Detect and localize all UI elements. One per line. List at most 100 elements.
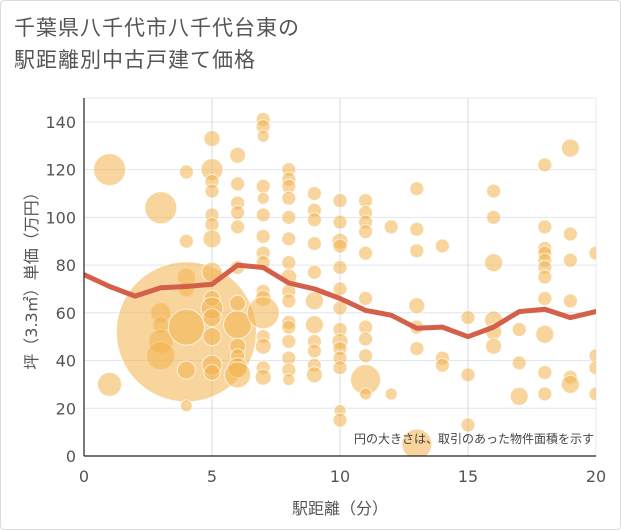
y-tick-label: 120 xyxy=(45,161,76,180)
data-bubble xyxy=(460,367,476,383)
y-tick-label: 40 xyxy=(56,352,76,371)
data-bubble xyxy=(202,327,222,347)
data-bubble xyxy=(304,315,324,335)
data-bubble xyxy=(332,412,348,428)
data-bubble xyxy=(460,310,476,326)
data-bubble xyxy=(358,224,374,240)
title-line-2: 駅距離別中古戸建て価格 xyxy=(14,48,256,72)
data-bubble xyxy=(511,355,527,371)
data-bubble xyxy=(281,333,297,349)
data-bubble xyxy=(537,290,553,306)
data-bubble xyxy=(384,387,398,401)
data-bubble xyxy=(560,138,580,158)
y-tick-label: 60 xyxy=(56,304,76,323)
data-bubble xyxy=(203,363,221,381)
data-bubble xyxy=(358,348,374,364)
data-bubble xyxy=(359,387,373,401)
data-bubble xyxy=(306,236,322,252)
data-bubble xyxy=(562,293,578,309)
data-bubble xyxy=(409,181,425,197)
x-tick-label: 5 xyxy=(207,467,217,486)
data-bubble xyxy=(537,157,553,173)
y-tick-label: 100 xyxy=(45,208,76,227)
data-bubble xyxy=(332,281,348,297)
data-bubble xyxy=(202,229,222,249)
data-bubble xyxy=(281,231,297,247)
data-bubble xyxy=(281,190,297,206)
data-bubble xyxy=(537,269,553,285)
y-tick-label: 0 xyxy=(66,447,76,466)
data-bubble xyxy=(256,191,270,205)
data-bubble xyxy=(460,417,476,433)
data-bubble xyxy=(588,245,596,261)
data-bubble xyxy=(255,207,271,223)
data-bubble xyxy=(178,164,194,180)
data-bubble xyxy=(202,308,222,328)
y-tick-label: 80 xyxy=(56,256,76,275)
data-bubble xyxy=(358,245,374,261)
data-bubble xyxy=(203,130,221,148)
data-bubble xyxy=(332,238,348,254)
data-bubble xyxy=(254,337,272,355)
data-bubble xyxy=(281,255,297,271)
y-tick-label: 20 xyxy=(56,399,76,418)
x-tick-label: 20 xyxy=(586,467,606,486)
data-bubble xyxy=(408,297,426,315)
data-bubble xyxy=(537,219,553,235)
data-bubble xyxy=(486,183,502,199)
data-bubble xyxy=(511,322,527,338)
data-bubble xyxy=(254,368,272,386)
data-bubble xyxy=(230,219,246,235)
data-bubble xyxy=(224,361,252,389)
title-line-1: 千葉県八千代市八千代台東の xyxy=(14,16,300,40)
x-tick-label: 15 xyxy=(458,467,478,486)
data-bubble xyxy=(588,386,596,402)
data-bubble xyxy=(229,146,247,164)
data-bubble xyxy=(305,366,323,384)
data-bubble xyxy=(306,212,322,228)
data-bubble xyxy=(304,291,324,311)
data-bubble xyxy=(306,264,322,280)
data-bubble xyxy=(255,228,271,244)
size-note: 円の大きさは、取引のあった物件面積を示す xyxy=(354,431,594,446)
data-bubble xyxy=(282,373,296,387)
data-bubble xyxy=(486,209,502,225)
data-bubble xyxy=(535,324,555,344)
data-bubble xyxy=(509,386,529,406)
data-bubble xyxy=(562,252,578,268)
data-bubble xyxy=(401,428,433,456)
data-bubble xyxy=(167,308,205,346)
data-bubble xyxy=(562,226,578,242)
trend-series xyxy=(84,262,596,340)
data-bubble xyxy=(358,331,374,347)
data-bubble xyxy=(306,343,322,359)
x-tick-label: 10 xyxy=(330,467,350,486)
data-bubble xyxy=(179,399,193,413)
data-bubble xyxy=(332,193,348,209)
data-bubble xyxy=(281,209,297,225)
data-bubble xyxy=(560,374,580,394)
data-bubble xyxy=(144,191,178,225)
data-bubble xyxy=(537,386,553,402)
y-tick-label: 140 xyxy=(45,113,76,132)
y-axis-title: 坪（3.3㎡）単価（万円） xyxy=(22,184,41,369)
data-bubble xyxy=(229,294,247,312)
data-bubble xyxy=(434,357,450,373)
data-bubble xyxy=(204,183,220,199)
data-bubble xyxy=(178,233,194,249)
data-bubble xyxy=(93,153,127,187)
data-bubble xyxy=(537,364,553,380)
x-axis-title: 駅距離（分） xyxy=(292,499,388,518)
data-bubble xyxy=(332,360,348,376)
data-bubble xyxy=(281,293,297,309)
data-bubble xyxy=(230,205,246,221)
data-bubble xyxy=(281,319,297,335)
data-bubble xyxy=(409,221,425,237)
axes: 0 20 40 60 80 100 120 140 0 5 10 15 20 xyxy=(45,98,606,486)
x-tick-label: 0 xyxy=(79,467,89,486)
bubble-series xyxy=(93,111,596,456)
data-bubble xyxy=(434,238,450,254)
data-bubble xyxy=(588,348,596,364)
data-bubble xyxy=(332,259,348,275)
